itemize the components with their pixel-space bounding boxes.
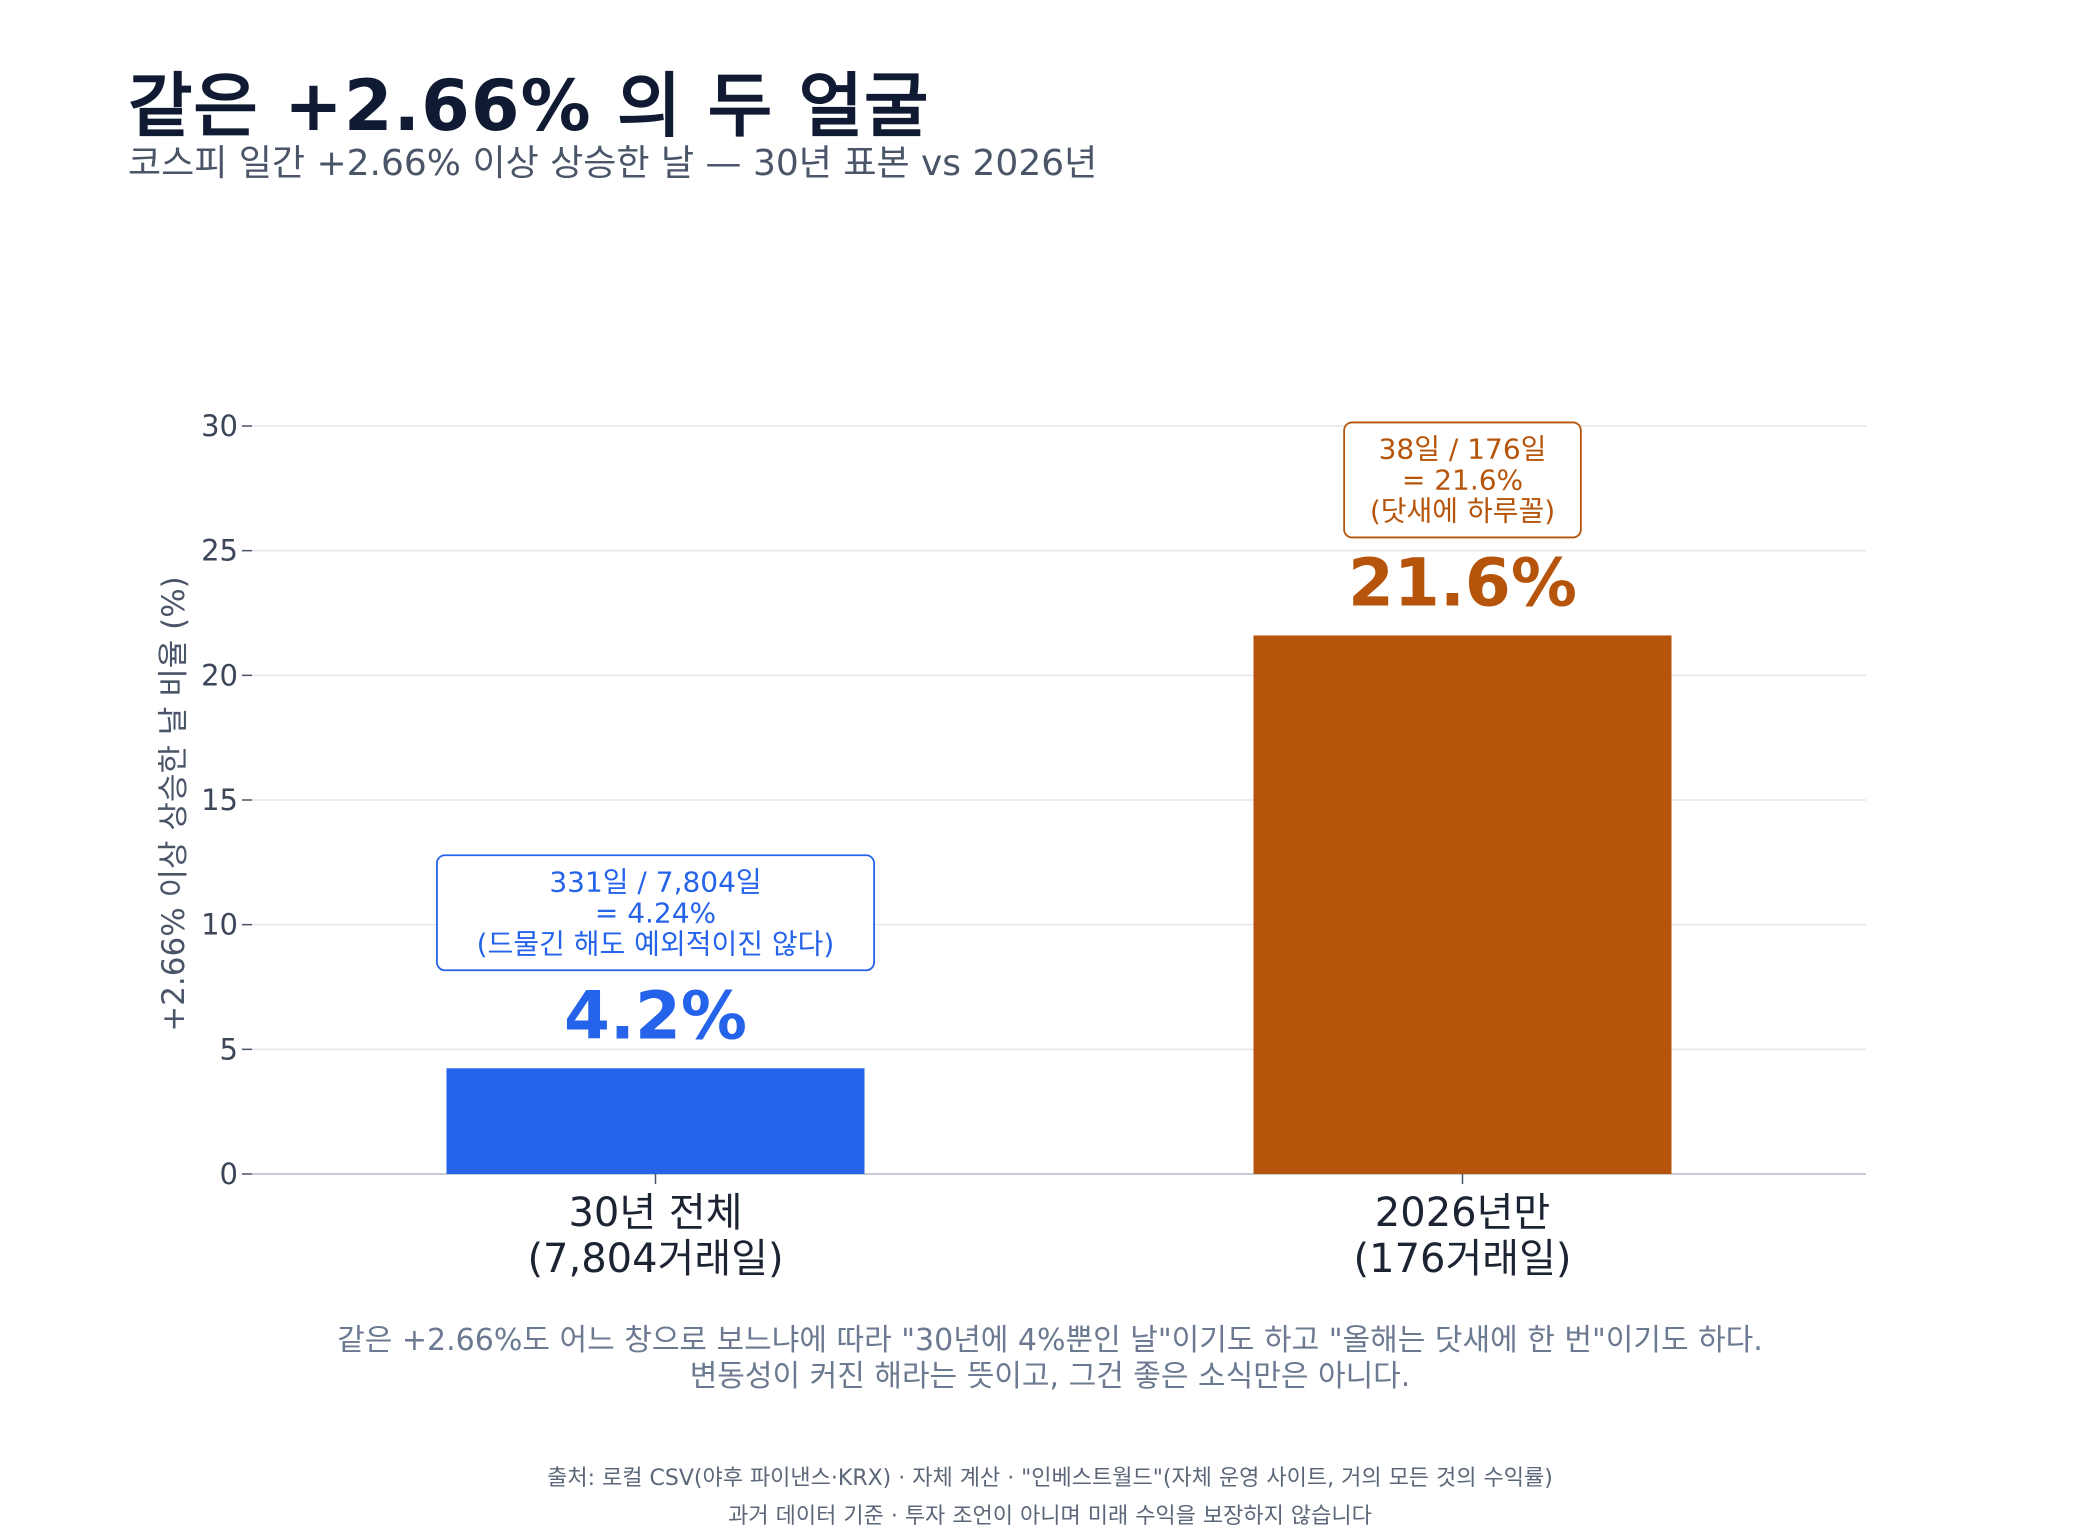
- bar-2: [1253, 635, 1672, 1174]
- y-tick-label-10: 10: [201, 908, 238, 942]
- y-tick-label-5: 5: [220, 1032, 238, 1066]
- x-tick-label-1-line-2: (7,804거래일): [527, 1236, 783, 1282]
- y-tick-label-25: 25: [201, 534, 238, 568]
- chart-subtitle: 코스피 일간 +2.66% 이상 상승한 날 — 30년 표본 vs 2026년: [128, 143, 1098, 184]
- chart-footer: 출처: 로컬 CSV(야후 파이낸스·KRX) · 자체 계산 · "인베스트월…: [0, 1460, 2100, 1536]
- caption-line-2: 변동성이 커진 해라는 뜻이고, 그건 좋은 소식만은 아니다.: [689, 1359, 1411, 1394]
- annotation-line-1-2: = 4.24%: [595, 896, 716, 929]
- bar-1: [446, 1068, 865, 1174]
- annotation-line-1-3: (드물긴 해도 예외적이진 않다): [477, 927, 835, 960]
- annotation-line-2-3: (닷새에 하루꼴): [1370, 494, 1555, 527]
- value-label-1: 4.2%: [564, 977, 747, 1054]
- y-tick-label-30: 30: [201, 409, 238, 443]
- y-axis-label: +2.66% 이상 상승한 날 비율 (%): [156, 576, 192, 1032]
- x-tick-label-2-line-2: (176거래일): [1354, 1236, 1572, 1282]
- annotation-line-2-2: = 21.6%: [1402, 463, 1523, 496]
- y-tick-label-20: 20: [201, 658, 238, 692]
- chart-caption: 같은 +2.66%도 어느 창으로 보느냐에 따라 "30년에 4%뿐인 날"이…: [0, 1323, 2100, 1395]
- chart-title: 같은 +2.66% 의 두 얼굴: [128, 65, 930, 147]
- annotation-box-2: [1343, 421, 1582, 539]
- caption-line-1: 같은 +2.66%도 어느 창으로 보느냐에 따라 "30년에 4%뿐인 날"이…: [337, 1323, 1763, 1358]
- y-tick-label-0: 0: [220, 1157, 238, 1191]
- annotation-line-2-1: 38일 / 176일: [1379, 432, 1547, 465]
- x-tick-label-1-line-1: 30년 전체: [568, 1190, 742, 1236]
- bar-chart: 0 5 10 15 20 25 30 +2.66% 이상 상승한 날 비율 (%) 30년 전체…: [156, 409, 1866, 1282]
- y-tick-label-15: 15: [201, 783, 238, 817]
- source-note: 출처: 로컬 CSV(야후 파이낸스·KRX) · 자체 계산 · "인베스트월…: [547, 1466, 1553, 1491]
- x-tick-label-2-line-1: 2026년만: [1375, 1190, 1550, 1236]
- value-label-2: 21.6%: [1348, 544, 1577, 621]
- annotation-box-1: [435, 854, 876, 972]
- disclaimer-note: 과거 데이터 기준 · 투자 조언이 아니며 미래 수익을 보장하지 않습니다: [728, 1504, 1372, 1529]
- annotation-line-1-1: 331일 / 7,804일: [549, 865, 761, 898]
